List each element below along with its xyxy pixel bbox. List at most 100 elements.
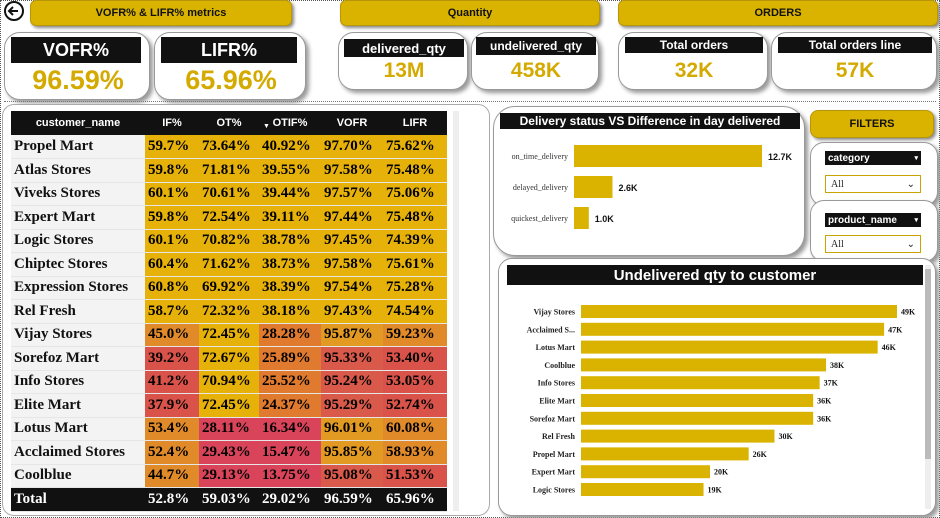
- lifr-cell: 75.62%: [383, 135, 447, 159]
- lifr-cell: 53.05%: [383, 370, 447, 394]
- col-vofr[interactable]: VOFR: [321, 111, 383, 135]
- col-otif[interactable]: ▼ OTIF%: [259, 111, 321, 135]
- undelivered-bar: [581, 340, 878, 354]
- matrix-body: Propel Mart 59.7% 73.64% 40.92% 97.70% 75.62%…: [11, 135, 447, 512]
- undelivered-value-label: 47K: [888, 325, 903, 334]
- lifr-cell: 52.74%: [383, 393, 447, 418]
- delivery-value-label: 2.6K: [618, 183, 638, 193]
- if-cell: 45.0%: [145, 323, 199, 347]
- lifr-cell: 75.48%: [383, 205, 447, 230]
- total-if-cell: 52.8%: [145, 487, 199, 512]
- if-cell: 39.2%: [145, 346, 199, 371]
- orders-header: ORDERS: [618, 0, 938, 26]
- table-row[interactable]: Chiptec Stores 60.4% 71.62% 38.73% 97.58% 75.…: [11, 252, 447, 277]
- customer-category-label: Rel Fresh: [542, 432, 576, 441]
- undelivered-value-label: 36K: [817, 414, 832, 423]
- customer-name-cell: Lotus Mart: [11, 417, 145, 441]
- col-if[interactable]: IF%: [145, 111, 199, 135]
- table-row[interactable]: Acclaimed Stores 52.4% 29.43% 15.47% 95.85% 5…: [11, 440, 447, 465]
- if-cell: 53.4%: [145, 417, 199, 441]
- table-row[interactable]: Lotus Mart 53.4% 28.11% 16.34% 96.01% 60.08%: [11, 417, 447, 441]
- total-orders-value: 32K: [674, 59, 714, 82]
- total-row: Total 52.8% 59.03% 29.02% 96.59% 65.96%: [11, 487, 447, 512]
- undelivered-value-label: 46K: [882, 343, 897, 352]
- col-lifr[interactable]: LIFR: [383, 111, 447, 135]
- category-filter-label: category ▾: [825, 151, 921, 165]
- otif-cell: 24.37%: [259, 393, 321, 418]
- undelivered-value-label: 20K: [714, 468, 729, 477]
- if-cell: 59.7%: [145, 135, 199, 159]
- table-row[interactable]: Vijay Stores 45.0% 72.45% 28.28% 95.87% 59.23…: [11, 323, 447, 347]
- total-otif-cell: 29.02%: [259, 487, 321, 512]
- undelivered-qty-value: 458K: [510, 59, 562, 82]
- table-row[interactable]: Rel Fresh 58.7% 72.32% 38.18% 97.43% 74.54%: [11, 299, 447, 324]
- table-row[interactable]: Propel Mart 59.7% 73.64% 40.92% 97.70% 75.62%: [11, 135, 447, 159]
- lifr-label: LIFR%: [161, 37, 297, 63]
- if-cell: 60.1%: [145, 229, 199, 253]
- otif-cell: 39.44%: [259, 182, 321, 206]
- section-divider: [4, 101, 936, 102]
- otif-cell: 38.78%: [259, 229, 321, 253]
- vofr-card: VOFR% 96.59%: [4, 32, 150, 100]
- customer-category-label: Coolblue: [544, 361, 575, 370]
- table-row[interactable]: Sorefoz Mart 39.2% 72.67% 25.89% 95.33% 53.40…: [11, 346, 447, 371]
- ot-cell: 70.82%: [199, 229, 259, 253]
- vofr-cell: 95.24%: [321, 370, 383, 394]
- table-row[interactable]: Logic Stores 60.1% 70.82% 38.78% 97.45% 74.39…: [11, 229, 447, 253]
- table-row[interactable]: Coolblue 44.7% 29.13% 13.75% 95.08% 51.53%: [11, 464, 447, 488]
- matrix-scrollbar[interactable]: [453, 111, 459, 511]
- delivery-category-label: quickest_delivery: [511, 214, 568, 223]
- undelivered-bar: [581, 447, 749, 461]
- product-dropdown[interactable]: All ⌄: [825, 235, 921, 253]
- undelivered-value-label: 38K: [830, 361, 845, 370]
- vofr-cell: 97.58%: [321, 158, 383, 183]
- undelivered-bar: [581, 394, 814, 407]
- total-orders-card: Total orders 32K: [618, 32, 768, 90]
- table-row[interactable]: Elite Mart 37.9% 72.45% 24.37% 95.29% 52.74%: [11, 393, 447, 418]
- ot-cell: 71.81%: [199, 158, 259, 183]
- undelivered-chart-title: Undelivered qty to customer: [507, 265, 923, 285]
- quantity-header: Quantity: [340, 0, 600, 26]
- chevron-down-icon: ▾: [914, 155, 918, 162]
- product-dropdown-value: All: [831, 238, 844, 250]
- if-cell: 44.7%: [145, 464, 199, 488]
- ot-cell: 29.43%: [199, 440, 259, 465]
- vofr-cell: 95.08%: [321, 464, 383, 488]
- otif-cell: 38.39%: [259, 276, 321, 300]
- table-row[interactable]: Atlas Stores 59.8% 71.81% 39.55% 97.58% 75.48…: [11, 158, 447, 183]
- otif-cell: 38.18%: [259, 299, 321, 324]
- otif-cell: 38.73%: [259, 252, 321, 277]
- ot-cell: 71.62%: [199, 252, 259, 277]
- category-dropdown[interactable]: All ⌄: [825, 175, 921, 193]
- otif-cell: 40.92%: [259, 135, 321, 159]
- col-customer-name[interactable]: customer_name: [11, 111, 145, 135]
- customer-name-cell: Info Stores: [11, 370, 145, 394]
- ot-cell: 73.64%: [199, 135, 259, 159]
- chart-scrollbar[interactable]: [925, 265, 931, 509]
- customer-category-label: Elite Mart: [539, 397, 575, 406]
- undelivered-value-label: 30K: [778, 432, 793, 441]
- delivery-value-label: 12.7K: [768, 152, 793, 162]
- customer-name-cell: Atlas Stores: [11, 158, 145, 183]
- col-ot[interactable]: OT%: [199, 111, 259, 135]
- table-row[interactable]: Viveks Stores 60.1% 70.61% 39.44% 97.57% 75.0…: [11, 182, 447, 206]
- table-row[interactable]: Info Stores 41.2% 70.94% 25.52% 95.24% 53.05%: [11, 370, 447, 394]
- delivery-status-card: Delivery status VS Difference in day del…: [493, 106, 805, 256]
- ot-cell: 72.54%: [199, 205, 259, 230]
- table-row[interactable]: Expression Stores 60.8% 69.92% 38.39% 97.54%…: [11, 276, 447, 300]
- back-button[interactable]: [3, 0, 25, 22]
- undelivered-bar: [581, 376, 820, 390]
- col-otif-label: OTIF%: [272, 117, 308, 129]
- total-orders-line-value: 57K: [835, 59, 875, 82]
- lifr-cell: 75.48%: [383, 158, 447, 183]
- ot-cell: 72.67%: [199, 346, 259, 371]
- table-row[interactable]: Expert Mart 59.8% 72.54% 39.11% 97.44% 75.48%: [11, 205, 447, 230]
- undelivered-bar: [581, 483, 704, 496]
- otif-cell: 39.11%: [259, 205, 321, 230]
- lifr-cell: 53.40%: [383, 346, 447, 371]
- lifr-cell: 58.93%: [383, 440, 447, 465]
- chart-scrollbar-thumb[interactable]: [925, 269, 931, 459]
- vofr-cell: 97.44%: [321, 205, 383, 230]
- undelivered-bar: [581, 465, 710, 479]
- category-filter-label-text: category: [828, 152, 870, 164]
